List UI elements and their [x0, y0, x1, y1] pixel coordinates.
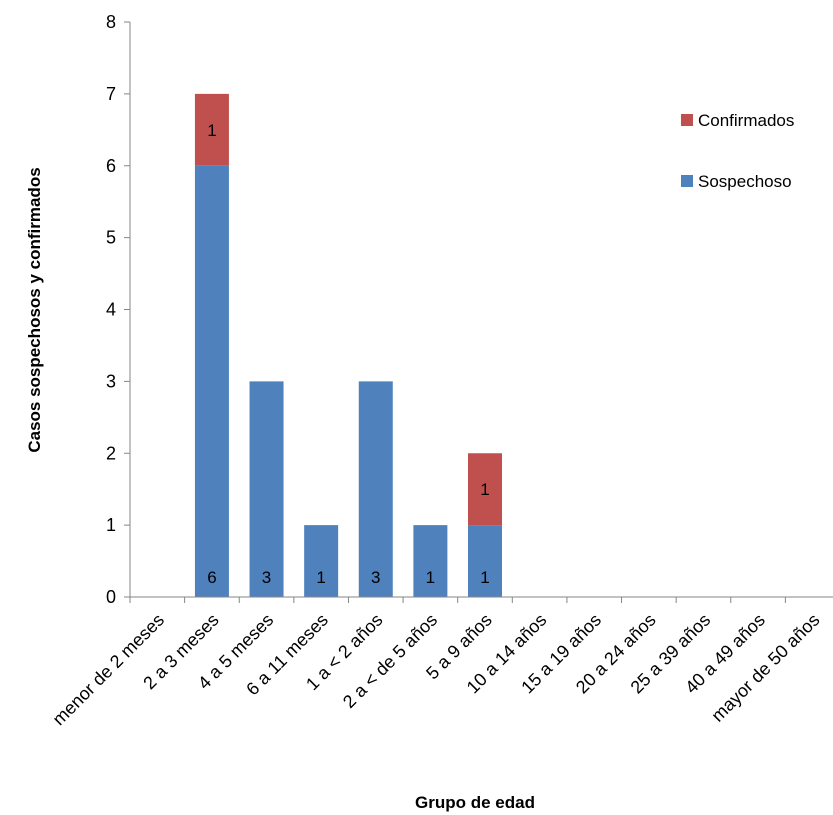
axes-layer [124, 21, 833, 603]
y-tick-label: 4 [106, 300, 116, 320]
legend-label-confirmados: Confirmados [698, 111, 794, 130]
bar-sospechoso-2 [249, 381, 284, 597]
y-tick-label: 8 [106, 12, 116, 32]
legend-swatch-sospechoso [681, 175, 693, 187]
bar-sospechoso-6 [468, 525, 502, 597]
data-label-confirmados-6: 1 [480, 480, 489, 499]
x-tick-label: 2 a < de 5 años [339, 610, 441, 712]
y-axis-title: Casos sospechosos y confirmados [25, 167, 44, 452]
y-tick-label: 6 [106, 156, 116, 176]
y-tick-label: 3 [106, 371, 116, 391]
data-label-confirmados-1: 1 [207, 121, 216, 140]
data-label-sospechoso-5: 1 [426, 568, 435, 587]
data-label-sospechoso-3: 1 [316, 568, 325, 587]
data-labels-layer: 6 3 1 3 1 1 1 1 [207, 121, 490, 587]
bar-sospechoso-4 [358, 381, 393, 597]
bar-sospechoso-3 [304, 525, 339, 597]
y-tick-label: 0 [106, 587, 116, 607]
bar-confirmados-6 [468, 453, 502, 526]
y-tick-label: 7 [106, 84, 116, 104]
y-tick-label: 1 [106, 515, 116, 535]
data-label-sospechoso-4: 3 [371, 568, 380, 587]
legend-swatch-confirmados [681, 114, 693, 126]
data-label-sospechoso-6: 1 [480, 568, 489, 587]
y-tick-label: 2 [106, 443, 116, 463]
legend-label-sospechoso: Sospechoso [698, 172, 792, 191]
data-label-sospechoso-1: 6 [207, 568, 216, 587]
bar-sospechoso-1 [194, 165, 229, 597]
bar-sospechoso-5 [413, 525, 448, 597]
legend: Confirmados Sospechoso [681, 111, 794, 191]
y-tick-labels: 0 1 2 3 4 5 6 7 8 [106, 12, 116, 607]
x-axis-title: Grupo de edad [415, 793, 535, 812]
y-tick-label: 5 [106, 228, 116, 248]
data-label-sospechoso-2: 3 [262, 568, 271, 587]
bars-layer [194, 93, 502, 597]
bar-confirmados-1 [194, 93, 229, 166]
